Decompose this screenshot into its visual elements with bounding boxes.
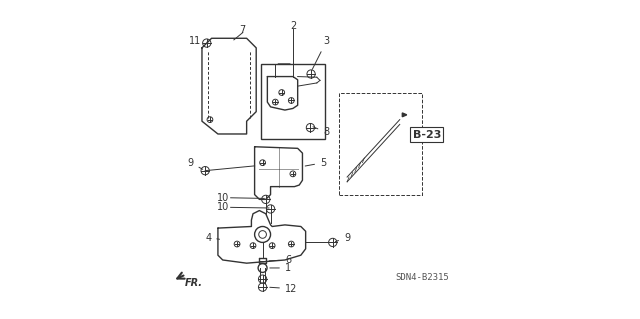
Text: 4: 4 (205, 233, 220, 243)
Text: 9: 9 (188, 158, 203, 169)
Text: FR.: FR. (184, 278, 202, 288)
Polygon shape (403, 113, 407, 117)
Text: 6: 6 (269, 255, 291, 265)
Text: 7: 7 (239, 25, 246, 35)
Text: 12: 12 (270, 284, 298, 294)
Text: 2: 2 (290, 21, 296, 32)
Text: 5: 5 (305, 158, 326, 168)
Text: 1: 1 (270, 263, 291, 273)
Bar (261, 64, 324, 139)
Text: 3: 3 (312, 36, 330, 69)
Text: 10: 10 (217, 202, 229, 212)
Text: 11: 11 (189, 36, 208, 47)
Text: 8: 8 (313, 127, 330, 137)
Bar (339, 93, 422, 195)
Text: B-23: B-23 (413, 130, 441, 140)
Text: 9: 9 (335, 233, 350, 243)
Text: 10: 10 (217, 193, 229, 203)
Text: SDN4-B2315: SDN4-B2315 (396, 273, 449, 282)
